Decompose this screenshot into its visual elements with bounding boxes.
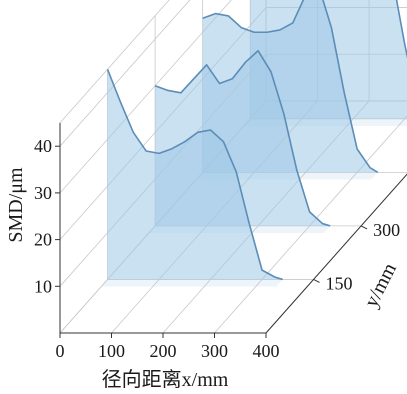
grid-line-left-wall bbox=[59, 0, 191, 147]
y-tick-label: 300 bbox=[373, 220, 400, 240]
series-line-y450 bbox=[202, 0, 379, 174]
y-tick-label: 150 bbox=[326, 273, 353, 293]
x-tick-label: 0 bbox=[56, 341, 65, 361]
y-tick-mark bbox=[313, 279, 320, 283]
z-tick-label: 30 bbox=[34, 183, 52, 203]
x-tick-label: 100 bbox=[98, 341, 125, 361]
axis-layer bbox=[55, 122, 407, 338]
x-axis-title: 径向距离x/mm bbox=[102, 368, 229, 391]
series-line-y300 bbox=[154, 49, 331, 227]
grid-line-floor bbox=[214, 115, 407, 334]
x-tick-label: 200 bbox=[150, 341, 177, 361]
y-axis-line bbox=[265, 173, 407, 334]
series-area-y150 bbox=[107, 69, 283, 280]
tick-layer: 010020030040015030045060010203040 bbox=[34, 136, 400, 361]
x-tick-label: 300 bbox=[201, 341, 228, 361]
series-line-y600 bbox=[395, 0, 407, 59]
z-tick-label: 40 bbox=[34, 136, 52, 156]
z-axis-title: SMD/μm bbox=[5, 167, 27, 243]
series-floor-band bbox=[101, 279, 283, 287]
series-layer bbox=[101, 0, 407, 287]
grid-line-left-wall bbox=[59, 0, 170, 124]
z-tick-label: 10 bbox=[34, 276, 52, 296]
x-tick-label: 400 bbox=[253, 341, 280, 361]
grid-line-left-wall bbox=[59, 0, 232, 194]
series-line-y150 bbox=[106, 69, 283, 281]
y-tick-mark bbox=[360, 225, 368, 230]
z-tick-label: 20 bbox=[34, 230, 52, 250]
y-axis-title: y/mm bbox=[360, 259, 401, 311]
